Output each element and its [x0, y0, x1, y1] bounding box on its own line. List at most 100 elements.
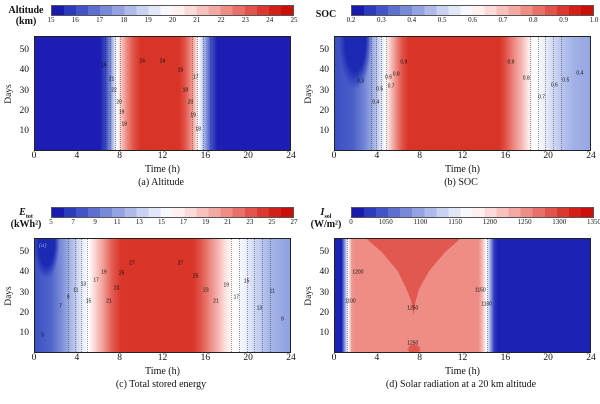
contour-label: 18 [182, 87, 189, 94]
colorbar-tick-label: 19 [202, 218, 210, 226]
colorbar-tick-label: 0.2 [346, 16, 356, 24]
colorbar-tick-label: 0.5 [437, 16, 447, 24]
contour-label: 0.8 [522, 75, 530, 82]
x-tick-label: 20 [243, 151, 253, 161]
colorbar-tick-label: 15 [47, 16, 55, 24]
y-tick-label: 20 [319, 105, 330, 116]
contour-label: 0.6 [550, 82, 558, 89]
contour-line [269, 239, 271, 352]
contour-line [261, 239, 263, 352]
contour-label: 22 [111, 87, 117, 94]
contour-line [346, 239, 348, 352]
colorbar-title-unit: (W/m²) [310, 219, 342, 231]
x-tick-label: 12 [157, 353, 168, 363]
x-tick-label: 20 [543, 353, 553, 363]
colorbar-tick-label: 7 [71, 218, 75, 226]
contour-label: 21 [108, 76, 115, 83]
colorbar-tick-label: 1200 [482, 218, 497, 226]
contour-label: 24 [139, 58, 145, 65]
colorbar-title-main: E [19, 207, 26, 218]
colorbar-title-main: I [320, 207, 325, 218]
y-tick-label: 10 [319, 125, 330, 136]
colorbar-title-soc: SOC [304, 5, 348, 36]
x-axis-tick-row: 0 4 8 12 16 20 24 [32, 353, 296, 365]
y-tick-label: 40 [19, 267, 30, 278]
x-tick-label: 16 [200, 151, 211, 161]
contour-label: 20 [116, 99, 122, 106]
contour-line [537, 37, 539, 150]
contour-label: 19 [118, 109, 125, 116]
colorbar-tick-label: 17 [96, 16, 104, 24]
contour-line [239, 239, 240, 352]
contour-line [203, 37, 205, 150]
contour-label: 17 [192, 74, 199, 81]
colorbar-tick-label: 16 [71, 16, 79, 24]
colorbar-ticks: 5 7 9 11 13 15 17 19 21 23 25 27 [49, 218, 297, 228]
colorbar-tick-label: 1100 [413, 218, 428, 226]
colorbar-title-unit: (km) [15, 15, 37, 27]
y-tick-label: 40 [319, 267, 330, 278]
colorbar-tick-label: 19 [144, 16, 152, 24]
x-axis-label: Time (h) [445, 164, 480, 175]
contour-label: 20 [187, 99, 194, 106]
colorbar-tick-label: 0.3 [377, 16, 386, 24]
panel-b-soc: SOC 0.2 0.3 0.4 0.5 0.6 0.7 0.8 0.9 1.0 Days 50 4… [300, 0, 600, 202]
colorbar-gradient [351, 207, 594, 218]
y-tick-label: 30 [19, 287, 30, 298]
y-tick-label: 30 [319, 85, 330, 96]
contour-line [560, 37, 562, 150]
contour-label: 21 [213, 298, 219, 305]
contour-label: 0.5 [376, 86, 384, 93]
colorbar-tick-label: 21 [193, 16, 201, 24]
y-tick-label: 30 [319, 287, 330, 298]
contour-label: 19 [177, 67, 184, 74]
x-tick-label: 12 [157, 151, 168, 161]
contour-label: 18 [195, 126, 201, 133]
contour-line [370, 37, 372, 150]
contour-label: 17 [93, 277, 99, 284]
colorbar-tick-label: 17 [180, 218, 188, 226]
colorbar-tick-label: 27 [290, 218, 298, 226]
colorbar-ticks: 15 16 17 18 19 20 21 22 23 24 25 [47, 16, 298, 26]
colorbar-tick-label: 24 [266, 16, 274, 24]
colorbar-tick-label: 25 [268, 218, 276, 226]
contour-plot-energy: (a) 5 7 9 11 13 15 17 19 21 23 25 27 27 25 23 21 19 17 15 1… [34, 238, 291, 353]
x-axis-tick-row: 0 4 8 12 16 20 24 [332, 353, 596, 365]
contour-line [115, 37, 117, 150]
contour-line [87, 239, 89, 352]
contour-label: 19 [223, 282, 230, 289]
contour-label: 7 [59, 303, 62, 310]
contour-label: 11 [73, 287, 79, 294]
colorbar-gradient [51, 5, 294, 16]
colorbar-tick-label: 11 [113, 218, 121, 226]
colorbar-tick-label: 0.4 [407, 16, 417, 24]
contour-plot-solar: 1100 1200 1250 1250 1150 1100 [334, 238, 591, 353]
x-tick-label: 12 [457, 151, 468, 161]
y-tick-label: 20 [319, 307, 330, 318]
panel-c-total-stored-energy: Etot (kWh²) 5 7 9 11 13 15 17 19 21 23 25 27 Days 5… [0, 202, 300, 404]
x-axis-label: Time (h) [445, 366, 480, 377]
colorbar-title-main: SOC [315, 9, 337, 20]
contour-label: 1150 [474, 287, 486, 294]
colorbar-tick-label: 22 [217, 16, 225, 24]
y-tick-label: 10 [19, 125, 30, 136]
x-tick-label: 0 [331, 151, 337, 161]
colorbar-tick-label: 0.7 [498, 16, 508, 24]
colorbar-tick-label: 0.6 [468, 16, 477, 24]
x-axis-tick-row: 0 4 8 12 16 20 24 [331, 151, 596, 163]
contour-label: 19 [190, 112, 196, 119]
contour-plot-altitude: 16 21 22 20 19 18 24 24 19 17 18 20 19 18 [34, 36, 291, 151]
contour-label: 0.8 [392, 71, 400, 78]
contour-label: 0.4 [372, 99, 380, 106]
colorbar-ticks: 0.2 0.3 0.4 0.5 0.6 0.7 0.8 0.9 1.0 [347, 16, 599, 26]
x-tick-label: 16 [500, 353, 511, 363]
contour-label: 27 [177, 260, 184, 267]
colorbar-title-main: Altitude [8, 5, 44, 16]
contour-label: 1250 [407, 340, 419, 347]
contour-label: 13 [256, 305, 263, 312]
panel-caption: (b) SOC [444, 177, 478, 188]
colorbar-title-etot: Etot (kWh²) [4, 207, 48, 238]
colorbar-tick-label: 0.9 [559, 16, 568, 24]
contour-label: 27 [129, 260, 135, 267]
